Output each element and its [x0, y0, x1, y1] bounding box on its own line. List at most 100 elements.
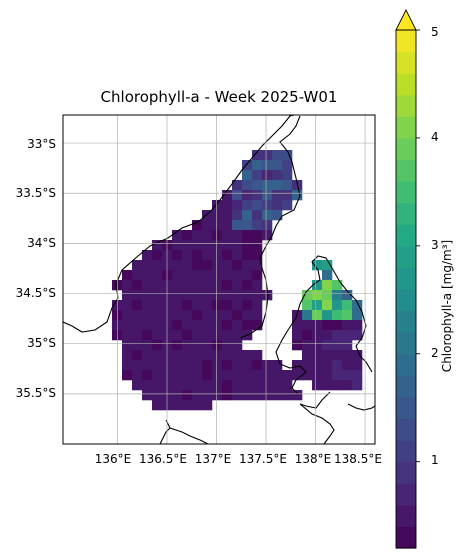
chlorophyll-cell — [152, 400, 163, 411]
chlorophyll-cell — [152, 380, 163, 391]
chlorophyll-cell — [172, 240, 183, 251]
chlorophyll-cell — [142, 390, 153, 401]
chlorophyll-cell — [202, 330, 213, 341]
chlorophyll-cell — [312, 330, 323, 341]
chlorophyll-cell — [302, 300, 313, 311]
chlorophyll-cell — [192, 270, 203, 281]
chlorophyll-grid — [112, 150, 363, 411]
chlorophyll-cell — [122, 320, 133, 331]
chlorophyll-cell — [202, 350, 213, 361]
chlorophyll-cell — [322, 360, 333, 371]
chlorophyll-cell — [332, 310, 343, 321]
chlorophyll-cell — [142, 290, 153, 301]
chlorophyll-cell — [172, 300, 183, 311]
chlorophyll-cell — [142, 250, 153, 261]
chlorophyll-cell — [262, 380, 273, 391]
chlorophyll-cell — [212, 250, 223, 261]
chlorophyll-cell — [332, 290, 343, 301]
chlorophyll-cell — [132, 340, 143, 351]
chlorophyll-cell — [212, 330, 223, 341]
colorbar-tick-label: 2 — [431, 346, 439, 360]
chlorophyll-cell — [352, 350, 363, 361]
chlorophyll-cell — [192, 400, 203, 411]
chlorophyll-cell — [332, 350, 343, 361]
chlorophyll-cell — [202, 370, 213, 381]
colorbar-segment — [396, 332, 416, 355]
chlorophyll-cell — [262, 370, 273, 381]
chlorophyll-cell — [222, 330, 233, 341]
chlorophyll-cell — [212, 390, 223, 401]
chlorophyll-cell — [242, 310, 253, 321]
chlorophyll-cell — [342, 290, 353, 301]
chlorophyll-cell — [182, 320, 193, 331]
chlorophyll-cell — [152, 240, 163, 251]
chlorophyll-cell — [152, 340, 163, 351]
chlorophyll-cell — [212, 290, 223, 301]
chlorophyll-cell — [132, 310, 143, 321]
map-gridlines — [63, 115, 375, 444]
chlorophyll-cell — [242, 350, 253, 361]
chlorophyll-cell — [222, 190, 233, 201]
chlorophyll-cell — [242, 210, 253, 221]
chlorophyll-cell — [152, 330, 163, 341]
chlorophyll-cell — [212, 230, 223, 241]
chlorophyll-cell — [202, 280, 213, 291]
chlorophyll-cell — [142, 260, 153, 271]
chlorophyll-cell — [212, 240, 223, 251]
chlorophyll-cell — [252, 190, 263, 201]
chlorophyll-cell — [192, 280, 203, 291]
chlorophyll-cell — [152, 350, 163, 361]
chlorophyll-cell — [312, 350, 323, 361]
lat-tick-label: 33°S — [27, 137, 56, 151]
chlorophyll-cell — [182, 280, 193, 291]
colorbar-frame — [395, 30, 417, 549]
chlorophyll-cell — [322, 330, 333, 341]
chlorophyll-cell — [202, 340, 213, 351]
chlorophyll-cell — [322, 290, 333, 301]
chlorophyll-cell — [262, 210, 273, 221]
chlorophyll-cell — [192, 310, 203, 321]
chlorophyll-cell — [342, 360, 353, 371]
chlorophyll-cell — [252, 200, 263, 211]
chlorophyll-cell — [352, 380, 363, 391]
chlorophyll-cell — [172, 330, 183, 341]
colorbar-segment — [396, 94, 416, 117]
colorbar-segment — [396, 353, 416, 376]
chlorophyll-cell — [192, 370, 203, 381]
colorbar-tick-label: 3 — [431, 238, 439, 252]
chlorophyll-cell — [272, 200, 283, 211]
chlorophyll-cell — [192, 300, 203, 311]
chlorophyll-cell — [242, 380, 253, 391]
chlorophyll-cell — [212, 210, 223, 221]
map-frame — [62, 114, 376, 445]
chlorophyll-cell — [242, 240, 253, 251]
chlorophyll-cell — [222, 200, 233, 211]
colorbar-segment — [396, 483, 416, 506]
chlorophyll-cell — [352, 320, 363, 331]
colorbar-segment — [396, 461, 416, 484]
chlorophyll-cell — [242, 220, 253, 231]
chlorophyll-cell — [202, 230, 213, 241]
chlorophyll-cell — [202, 320, 213, 331]
chlorophyll-cell — [152, 290, 163, 301]
chlorophyll-cell — [132, 330, 143, 341]
lon-tick-label: 138.5°E — [334, 452, 382, 466]
chlorophyll-cell — [202, 380, 213, 391]
chlorophyll-cell — [202, 220, 213, 231]
lat-tick-label: 35.5°S — [15, 386, 56, 400]
chlorophyll-cell — [172, 350, 183, 361]
chlorophyll-cell — [252, 240, 263, 251]
chlorophyll-cell — [252, 360, 263, 371]
chlorophyll-cell — [322, 280, 333, 291]
lon-tick-label: 136.5°E — [139, 452, 187, 466]
chlorophyll-cell — [292, 340, 303, 351]
chlorophyll-cell — [252, 230, 263, 241]
chlorophyll-cell — [182, 350, 193, 361]
colorbar-segment — [396, 159, 416, 182]
colorbar-segment — [396, 375, 416, 398]
chlorophyll-cell — [242, 360, 253, 371]
chlorophyll-cell — [312, 310, 323, 321]
chlorophyll-cell — [122, 300, 133, 311]
chlorophyll-cell — [352, 370, 363, 381]
chlorophyll-cell — [252, 150, 263, 161]
